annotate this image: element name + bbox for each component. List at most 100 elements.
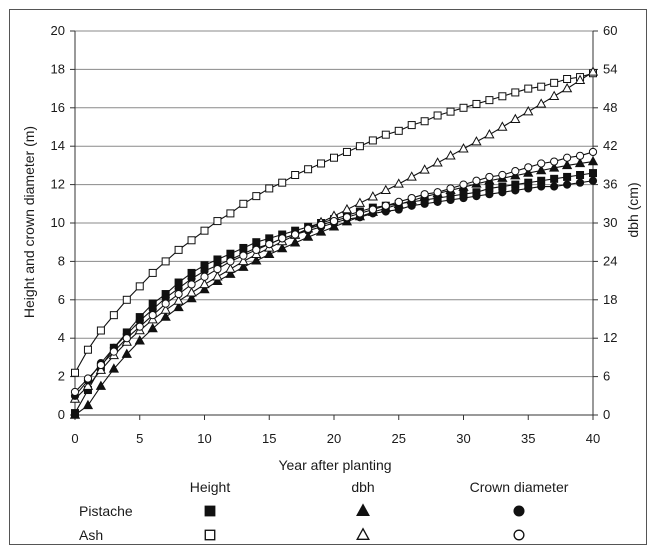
x-tick-label: 40 bbox=[586, 431, 600, 446]
point-ash-crown-diameter bbox=[355, 209, 364, 218]
y-left-tick-label: 0 bbox=[58, 407, 65, 422]
point-ash-height bbox=[407, 121, 416, 130]
y-right-tick-label: 0 bbox=[603, 407, 610, 422]
point-ash-dbh bbox=[432, 157, 443, 167]
point-ash-crown-diameter bbox=[524, 163, 533, 172]
y-left-tick-label: 18 bbox=[51, 61, 65, 76]
point-ash-height bbox=[148, 268, 157, 277]
point-ash-crown-diameter bbox=[472, 176, 481, 185]
point-ash-dbh bbox=[186, 287, 197, 297]
point-pistache-dbh bbox=[173, 301, 184, 312]
y-axis-left-label: Height and crown diameter (m) bbox=[21, 126, 37, 318]
point-pistache-dbh bbox=[238, 261, 249, 271]
point-pistache-dbh bbox=[186, 292, 197, 303]
point-ash-dbh bbox=[380, 184, 391, 195]
point-ash-crown-diameter bbox=[252, 245, 261, 254]
point-pistache-crown-diameter bbox=[524, 184, 533, 193]
point-ash-crown-diameter bbox=[239, 251, 248, 260]
point-pistache-crown-diameter bbox=[433, 197, 442, 206]
point-pistache-crown-diameter bbox=[511, 186, 520, 195]
point-pistache-dbh bbox=[251, 255, 262, 265]
point-ash-height bbox=[109, 311, 118, 320]
legend-marker-pistache-height bbox=[204, 505, 216, 517]
point-ash-dbh bbox=[225, 263, 236, 273]
y-right-tick-label: 12 bbox=[603, 330, 617, 345]
y-right-tick-label: 24 bbox=[603, 253, 617, 268]
legend-col-dbh: dbh bbox=[351, 479, 374, 495]
point-ash-crown-diameter bbox=[161, 299, 170, 308]
legend-symbol-ash-dbh bbox=[356, 527, 370, 540]
x-tick-label: 35 bbox=[521, 431, 535, 446]
point-ash-dbh bbox=[82, 380, 94, 390]
point-ash-dbh bbox=[484, 129, 495, 139]
y-left-tick-label: 14 bbox=[51, 138, 65, 153]
x-tick-label: 10 bbox=[197, 431, 211, 446]
point-ash-dbh bbox=[95, 364, 107, 374]
y-right-tick-label: 18 bbox=[603, 292, 617, 307]
y-left-tick-label: 10 bbox=[51, 215, 65, 230]
figure-frame bbox=[9, 9, 647, 545]
point-pistache-dbh bbox=[225, 268, 236, 278]
point-ash-height bbox=[420, 117, 429, 126]
legend-marker-ash-height bbox=[204, 529, 216, 541]
point-ash-dbh bbox=[471, 136, 482, 146]
point-ash-dbh bbox=[160, 304, 171, 314]
y-right-tick-label: 48 bbox=[603, 100, 617, 115]
point-ash-height bbox=[317, 159, 326, 168]
point-pistache-crown-diameter bbox=[485, 190, 494, 199]
point-pistache-dbh bbox=[134, 335, 145, 345]
point-ash-dbh bbox=[574, 74, 586, 84]
point-pistache-crown-diameter bbox=[537, 182, 546, 191]
point-ash-height bbox=[485, 96, 494, 105]
point-ash-dbh bbox=[561, 82, 573, 93]
point-pistache-crown-diameter bbox=[407, 201, 416, 210]
y-left-tick-label: 20 bbox=[51, 23, 65, 38]
point-ash-dbh bbox=[536, 98, 547, 108]
y-left-tick-label: 8 bbox=[58, 253, 65, 268]
point-ash-height bbox=[498, 92, 507, 101]
y-right-tick-label: 30 bbox=[603, 215, 617, 230]
point-pistache-crown-diameter bbox=[575, 178, 585, 187]
x-axis-label: Year after planting bbox=[278, 457, 391, 473]
point-ash-height bbox=[342, 147, 351, 156]
series-markers bbox=[69, 66, 599, 419]
point-ash-height bbox=[96, 326, 105, 335]
point-pistache-dbh bbox=[277, 242, 288, 253]
point-ash-height bbox=[187, 236, 196, 245]
legend-symbol-ash-crown-diameter bbox=[513, 529, 525, 541]
point-ash-crown-diameter bbox=[96, 360, 106, 370]
point-ash-height bbox=[135, 282, 144, 291]
legend-col-crown: Crown diameter bbox=[470, 479, 569, 495]
point-ash-crown-diameter bbox=[187, 280, 196, 289]
point-ash-height bbox=[304, 165, 313, 174]
point-ash-crown-diameter bbox=[588, 147, 598, 157]
point-ash-dbh bbox=[549, 90, 560, 100]
point-ash-height bbox=[433, 111, 442, 120]
y-axis-right-label: dbh (cm) bbox=[625, 182, 641, 237]
y-left-tick-label: 2 bbox=[58, 369, 65, 384]
point-ash-crown-diameter bbox=[109, 347, 118, 356]
series-lines bbox=[74, 71, 594, 416]
point-ash-dbh bbox=[406, 171, 417, 181]
point-ash-crown-diameter bbox=[368, 205, 377, 214]
point-ash-crown-diameter bbox=[485, 172, 494, 182]
point-pistache-crown-diameter bbox=[550, 182, 559, 191]
point-pistache-dbh bbox=[199, 283, 210, 294]
point-pistache-crown-diameter bbox=[420, 199, 429, 208]
point-ash-dbh bbox=[445, 150, 456, 160]
point-pistache-dbh bbox=[264, 248, 275, 259]
point-ash-height bbox=[252, 192, 261, 201]
point-pistache-crown-diameter bbox=[472, 192, 481, 201]
point-ash-crown-diameter bbox=[148, 311, 157, 320]
point-pistache-dbh bbox=[212, 275, 223, 285]
x-tick-label: 5 bbox=[136, 431, 143, 446]
point-pistache-crown-diameter bbox=[588, 176, 598, 185]
point-ash-height bbox=[330, 153, 338, 162]
point-pistache-height bbox=[563, 172, 572, 181]
point-ash-dbh bbox=[212, 271, 223, 281]
x-tick-label: 25 bbox=[392, 431, 406, 446]
point-ash-height bbox=[239, 199, 248, 208]
legend-row-ash: Ash bbox=[79, 527, 103, 543]
